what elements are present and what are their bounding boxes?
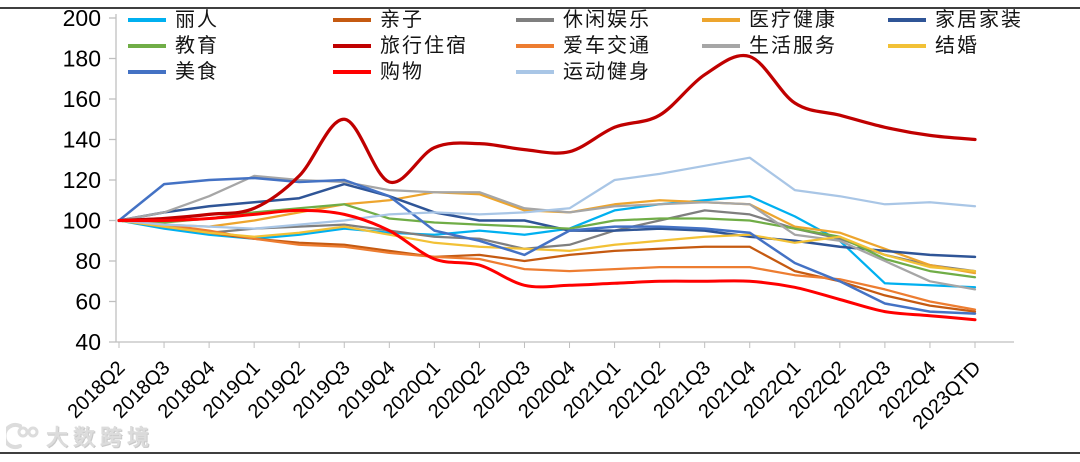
legend-swatch-icon	[888, 18, 926, 22]
legend-swatch-icon	[516, 18, 554, 22]
legend-item-医疗健康: 医疗健康	[702, 8, 837, 32]
top-border-rule	[0, 7, 1080, 9]
legend-item-教育: 教育	[128, 34, 219, 58]
bottom-border-rule	[0, 452, 1080, 454]
legend-item-亲子: 亲子	[333, 8, 424, 32]
legend-label: 教育	[175, 35, 219, 57]
legend-item-结婚: 结婚	[888, 34, 979, 58]
legend-item-家居家装: 家居家装	[888, 8, 1023, 32]
y-tick-label: 180	[63, 46, 101, 72]
legend-swatch-icon	[333, 18, 371, 22]
legend-item-休闲娱乐: 休闲娱乐	[516, 8, 651, 32]
series-line-爱车交通	[117, 219, 977, 311]
legend-item-丽人: 丽人	[128, 8, 219, 32]
legend-item-购物: 购物	[333, 60, 424, 84]
legend-label: 生活服务	[749, 35, 837, 57]
legend-label: 丽人	[175, 9, 219, 31]
y-tick-label: 100	[63, 208, 101, 234]
y-tick-label: 40	[75, 329, 101, 355]
legend-swatch-icon	[128, 18, 166, 22]
chart-legend: 丽人 亲子 休闲娱乐 医疗健康 家居家装教育 旅行住宿 爱车交通 生活服务 结婚美食 购物 运动健身	[0, 0, 1080, 92]
watermark: 大数跨境	[6, 420, 154, 452]
series-line-家居家装	[117, 182, 977, 259]
watermark-text: 大数跨境	[46, 425, 155, 450]
series-line-美食	[117, 176, 977, 315]
legend-item-运动健身: 运动健身	[516, 60, 651, 84]
y-tick-label: 120	[63, 167, 101, 193]
legend-swatch-icon	[888, 44, 926, 48]
legend-swatch-icon	[333, 70, 371, 74]
legend-label: 休闲娱乐	[563, 9, 651, 31]
legend-swatch-icon	[128, 44, 166, 48]
legend-label: 运动健身	[563, 61, 651, 83]
legend-swatch-icon	[516, 70, 554, 74]
legend-label: 美食	[175, 61, 219, 83]
legend-label: 爱车交通	[563, 35, 651, 57]
legend-label: 旅行住宿	[380, 35, 468, 57]
legend-swatch-icon	[702, 18, 740, 22]
legend-swatch-icon	[128, 70, 166, 74]
legend-label: 购物	[380, 61, 424, 83]
legend-label: 亲子	[380, 9, 424, 31]
y-tick-label: 140	[63, 127, 101, 153]
y-tick-label: 80	[75, 248, 101, 274]
legend-swatch-icon	[702, 44, 740, 48]
legend-item-生活服务: 生活服务	[702, 34, 837, 58]
legend-item-旅行住宿: 旅行住宿	[333, 34, 468, 58]
legend-label: 结婚	[935, 35, 979, 57]
legend-swatch-icon	[333, 44, 371, 48]
legend-label: 医疗健康	[749, 9, 837, 31]
y-tick-label: 160	[63, 86, 101, 112]
y-tick-label: 60	[75, 289, 101, 315]
watermark-logo-icon	[6, 423, 39, 449]
legend-item-美食: 美食	[128, 60, 219, 84]
series-line-旅行住宿	[117, 53, 977, 223]
series-line-购物	[117, 208, 977, 322]
series-line-教育	[117, 203, 977, 279]
y-tick-label: 200	[63, 5, 101, 31]
legend-item-爱车交通: 爱车交通	[516, 34, 651, 58]
legend-label: 家居家装	[935, 9, 1023, 31]
series-line-运动健身	[117, 156, 977, 230]
legend-swatch-icon	[516, 44, 554, 48]
series-line-结婚	[117, 219, 977, 273]
